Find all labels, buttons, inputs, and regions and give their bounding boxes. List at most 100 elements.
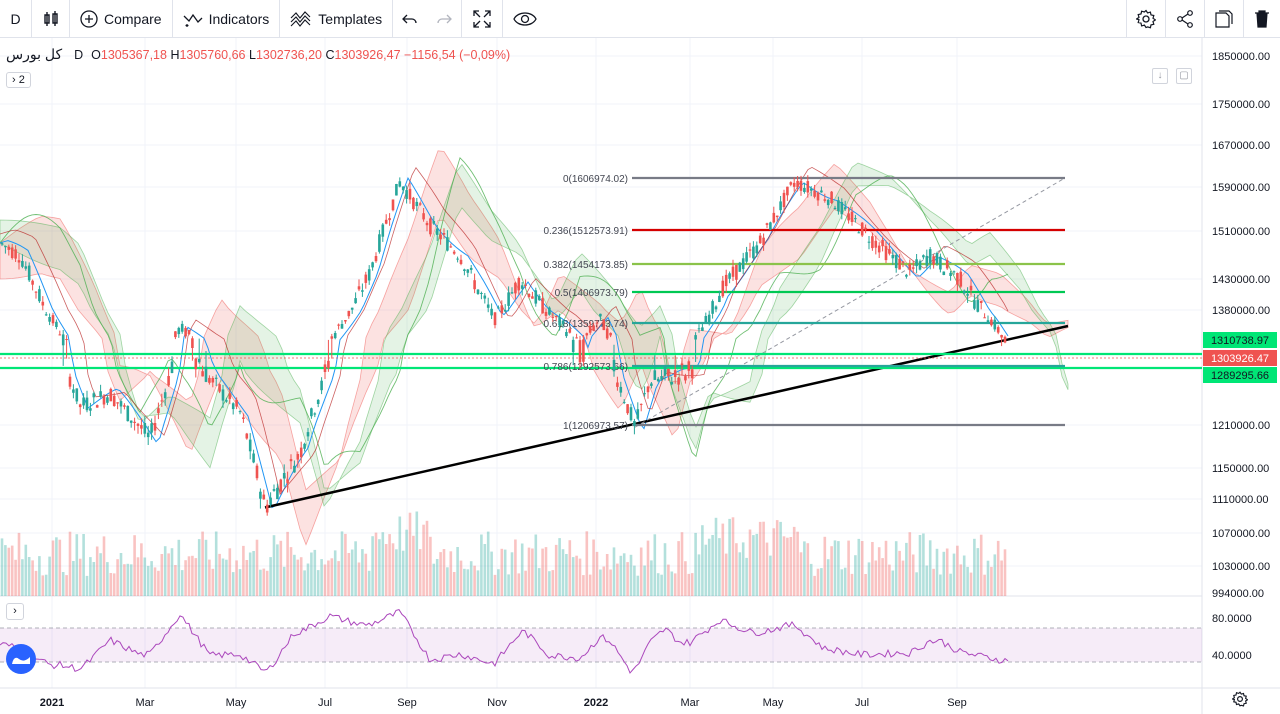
ohlc-values: O1305367,18 H1305760,66 L1302736,20 C130…: [91, 48, 510, 62]
popout-button[interactable]: [1204, 0, 1243, 38]
interval-button[interactable]: D: [0, 0, 32, 38]
fullscreen-button[interactable]: [462, 0, 504, 38]
candle-body: [884, 246, 888, 261]
volume-bar: [493, 574, 497, 596]
candle-body: [126, 405, 130, 422]
volume-bar: [966, 566, 969, 596]
volume-bar: [106, 562, 109, 596]
maximize-pane-icon[interactable]: ▢: [1176, 68, 1192, 84]
candle-body: [585, 333, 589, 336]
price-axis-label: 1590000.00: [1212, 182, 1270, 194]
snapshot-view-button[interactable]: [503, 0, 547, 38]
undo-button[interactable]: [393, 0, 427, 38]
candle-body: [721, 280, 725, 297]
candle-body: [473, 280, 476, 290]
candle-body: [514, 282, 517, 294]
rsi-axis-label: 40.0000: [1212, 650, 1252, 662]
volume-bar: [1000, 560, 1003, 596]
volume-bar: [85, 575, 89, 596]
volume-bar: [663, 543, 667, 596]
volume-bar: [265, 570, 269, 596]
volume-bar: [95, 546, 99, 596]
candle-body: [320, 380, 323, 391]
volume-bar: [361, 549, 364, 596]
volume-bar: [92, 562, 96, 596]
chevron-right-icon: ›: [13, 605, 17, 617]
volume-bar: [677, 541, 680, 596]
candle-body: [548, 307, 551, 315]
volume-bar: [643, 565, 646, 596]
candle-body: [112, 395, 116, 406]
open-label: O: [91, 47, 101, 62]
candle-body: [833, 207, 837, 210]
volume-bar: [150, 561, 153, 596]
share-button[interactable]: [1165, 0, 1204, 38]
delete-button[interactable]: [1243, 0, 1280, 38]
settings-button[interactable]: [1126, 0, 1165, 38]
chart-area[interactable]: 0(1606974.02) 0.236(1512573.91) 0.382(1454…: [0, 38, 1280, 714]
volume-bar: [986, 560, 990, 596]
volume-bar: [694, 532, 697, 596]
volume-bar: [864, 574, 867, 596]
chart-canvas[interactable]: 0(1606974.02) 0.236(1512573.91) 0.382(1454…: [0, 38, 1280, 714]
candle-body: [21, 261, 24, 267]
redo-button[interactable]: [427, 0, 463, 38]
templates-button[interactable]: Templates: [280, 0, 394, 38]
volume-bar: [803, 541, 806, 596]
time-axis-label: Mar: [681, 697, 700, 709]
compare-button[interactable]: Compare: [70, 0, 173, 38]
volume-bar: [881, 558, 884, 596]
volume-bar: [480, 534, 483, 596]
volume-bar: [799, 552, 803, 596]
candle-body: [786, 186, 789, 196]
high-value: 1305760,66: [179, 47, 246, 62]
candle-body: [959, 271, 963, 287]
candle-body: [296, 454, 300, 460]
candle-body: [537, 295, 541, 300]
candle-body: [225, 400, 228, 402]
volume-bar: [680, 532, 684, 596]
volume-bar: [847, 540, 850, 596]
rsi-pane-toggle[interactable]: ›: [6, 603, 24, 620]
price-tag-label: 1289295.66: [1211, 370, 1269, 382]
candle-body: [534, 290, 538, 304]
candle-body: [38, 289, 41, 302]
time-axis-label: Jul: [318, 697, 332, 709]
volume-bar: [82, 534, 85, 596]
candle-body: [680, 363, 684, 366]
volume-bar: [932, 568, 935, 596]
volume-bar: [714, 517, 718, 596]
candle-body: [646, 386, 650, 393]
candle-body: [27, 265, 31, 281]
volume-bar: [993, 554, 997, 596]
redo-icon: [437, 14, 453, 23]
candle-body: [439, 234, 442, 240]
base-line: [0, 166, 1009, 495]
candle-body: [894, 255, 898, 269]
axis-settings-button[interactable]: [1231, 691, 1249, 712]
tradingview-logo-icon[interactable]: [6, 644, 36, 674]
candle-body: [41, 301, 45, 306]
time-axis-label: Mar: [136, 697, 155, 709]
candle-body: [728, 273, 731, 279]
indicators-button[interactable]: Indicators: [173, 0, 281, 38]
candle-body: [860, 222, 864, 236]
candle-body: [14, 249, 17, 259]
volume-bar: [758, 521, 762, 596]
volume-bar: [21, 559, 24, 596]
symbol-name[interactable]: کل بورس: [6, 46, 63, 62]
candle-body: [942, 271, 946, 275]
candle-body: [694, 335, 697, 340]
volume-bar: [187, 556, 191, 596]
candle-body: [153, 423, 157, 431]
ichimoku-cloud-green: [0, 162, 1069, 507]
candle-body: [129, 420, 133, 423]
volume-bar: [959, 564, 963, 596]
arrow-down-icon[interactable]: ↓: [1152, 68, 1168, 84]
chart-type-button[interactable]: [32, 0, 70, 38]
indicators-collapse-button[interactable]: › 2: [6, 72, 31, 88]
volume-bar: [792, 526, 796, 596]
volume-bar: [772, 528, 776, 596]
volume-bar: [221, 558, 225, 596]
fib-level-label: 0.382(1454173.85): [543, 260, 628, 271]
